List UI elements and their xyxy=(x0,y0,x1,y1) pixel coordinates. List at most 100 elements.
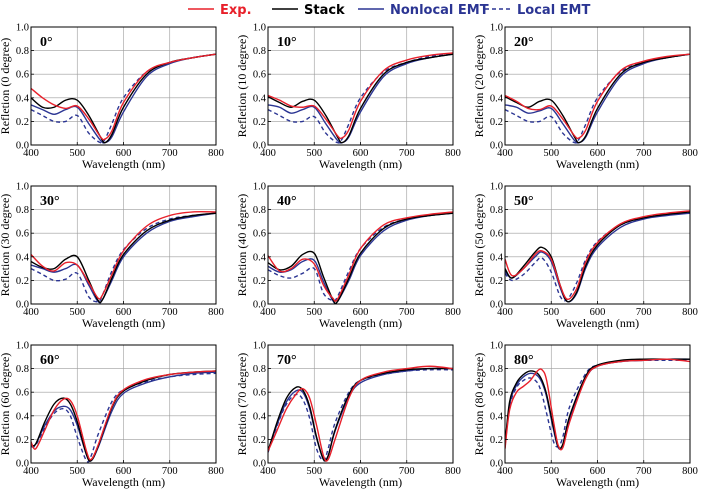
y-tick-label: 0.2 xyxy=(16,276,29,287)
x-tick-label: 600 xyxy=(590,466,606,477)
angle-annotation: 30° xyxy=(40,194,60,209)
y-tick-label: 1.0 xyxy=(16,23,29,34)
y-tick-label: 0.6 xyxy=(253,70,266,81)
x-tick-label: 600 xyxy=(353,307,369,318)
y-tick-label: 0.0 xyxy=(253,300,266,311)
y-tick-label: 0.8 xyxy=(490,46,503,57)
x-tick-label: 800 xyxy=(682,307,698,318)
y-tick-label: 0.4 xyxy=(253,252,267,263)
x-tick-label: 700 xyxy=(162,148,178,159)
x-axis-label: Wavelength (nm) xyxy=(319,157,402,171)
chart-panel: 400 500 600 700 800 0.0 0.2 0.4 0.6 0.8 1.0 Wavelen… xyxy=(235,23,461,172)
y-tick-label: 0.0 xyxy=(16,141,29,152)
x-tick-label: 500 xyxy=(69,307,85,318)
y-tick-label: 0.8 xyxy=(490,364,503,375)
x-tick-label: 600 xyxy=(590,307,606,318)
legend-entry: Local EMT xyxy=(485,3,590,18)
y-tick-label: 0.6 xyxy=(253,229,266,240)
y-tick-label: 1.0 xyxy=(490,23,503,34)
x-tick-label: 500 xyxy=(306,466,322,477)
legend-label: Exp. xyxy=(220,3,252,18)
series-line-exp xyxy=(31,53,216,141)
y-tick-label: 0.0 xyxy=(16,459,29,470)
legend-entry: Nonlocal EMT xyxy=(358,3,489,18)
x-tick-label: 400 xyxy=(260,466,276,477)
series-line-nonlocal-emt xyxy=(268,53,453,144)
y-tick-label: 1.0 xyxy=(16,182,29,193)
x-tick-label: 400 xyxy=(23,148,39,159)
angle-annotation: 10° xyxy=(277,35,297,50)
chart-panel: 400 500 600 700 800 0.0 0.2 0.4 0.6 0.8 1.0 Wavelen… xyxy=(235,341,461,490)
x-axis-label: Wavelength (nm) xyxy=(319,475,402,489)
y-tick-label: 0.4 xyxy=(490,411,504,422)
y-tick-label: 0.0 xyxy=(253,459,266,470)
y-tick-label: 0.2 xyxy=(490,276,503,287)
y-tick-label: 0.4 xyxy=(16,93,30,104)
x-tick-label: 800 xyxy=(445,307,461,318)
y-tick-label: 0.8 xyxy=(253,46,266,57)
y-tick-label: 1.0 xyxy=(16,341,29,352)
x-tick-label: 800 xyxy=(682,466,698,477)
y-tick-label: 0.2 xyxy=(253,117,266,128)
x-tick-label: 800 xyxy=(445,466,461,477)
y-tick-label: 0.4 xyxy=(253,93,267,104)
x-tick-label: 700 xyxy=(399,148,415,159)
series-line-exp xyxy=(505,53,690,140)
y-tick-label: 0.6 xyxy=(16,70,29,81)
angle-annotation: 20° xyxy=(514,35,534,50)
angle-annotation: 70° xyxy=(277,353,297,368)
y-tick-label: 0.6 xyxy=(16,229,29,240)
series-line-exp xyxy=(268,365,453,462)
y-tick-label: 1.0 xyxy=(253,341,266,352)
x-tick-label: 800 xyxy=(208,307,224,318)
chart-panel: 400 500 600 700 800 0.0 0.2 0.4 0.6 0.8 1.0 Wavelen… xyxy=(0,182,224,331)
series-line-stack xyxy=(268,53,453,144)
y-tick-label: 0.0 xyxy=(253,141,266,152)
y-tick-label: 0.4 xyxy=(253,411,267,422)
angle-annotation: 40° xyxy=(277,194,297,209)
x-tick-label: 600 xyxy=(353,466,369,477)
series-line-local-emt xyxy=(31,212,216,303)
y-axis-label: Refletion (70 degree) xyxy=(235,353,249,456)
x-tick-label: 400 xyxy=(260,148,276,159)
series-line-exp xyxy=(31,370,216,461)
x-tick-label: 500 xyxy=(543,148,559,159)
x-tick-label: 400 xyxy=(260,307,276,318)
angle-annotation: 80° xyxy=(514,353,534,368)
y-axis-label: Refletion (50 degree) xyxy=(472,194,486,297)
chart-panel: 400 500 600 700 800 0.0 0.2 0.4 0.6 0.8 1.0 Wavelen… xyxy=(0,341,224,490)
series-line-stack xyxy=(505,53,690,144)
legend-entry: Exp. xyxy=(188,3,252,18)
y-tick-label: 0.6 xyxy=(490,70,503,81)
y-axis-label: Refletion (30 degree) xyxy=(0,194,12,297)
x-tick-label: 500 xyxy=(69,466,85,477)
x-tick-label: 800 xyxy=(208,148,224,159)
x-axis-label: Wavelength (nm) xyxy=(556,475,639,489)
y-tick-label: 0.8 xyxy=(16,364,29,375)
x-tick-label: 500 xyxy=(543,307,559,318)
x-axis-label: Wavelength (nm) xyxy=(556,157,639,171)
legend-entry: Stack xyxy=(272,3,345,18)
y-tick-label: 0.2 xyxy=(490,435,503,446)
y-tick-label: 0.4 xyxy=(490,93,504,104)
y-tick-label: 0.2 xyxy=(253,435,266,446)
legend-label: Nonlocal EMT xyxy=(390,3,489,18)
angle-annotation: 0° xyxy=(40,35,53,50)
y-tick-label: 0.8 xyxy=(253,205,266,216)
y-tick-label: 0.4 xyxy=(16,411,30,422)
x-axis-label: Wavelength (nm) xyxy=(319,316,402,330)
x-tick-label: 700 xyxy=(636,466,652,477)
x-axis-label: Wavelength (nm) xyxy=(82,475,165,489)
chart-panel: 400 500 600 700 800 0.0 0.2 0.4 0.6 0.8 1.0 Wavelen… xyxy=(472,341,698,490)
y-tick-label: 0.6 xyxy=(490,388,503,399)
x-tick-label: 400 xyxy=(23,466,39,477)
panel-grid: 400 500 600 700 800 0.0 0.2 0.4 0.6 0.8 1.0 Wavelen… xyxy=(0,23,698,490)
x-tick-label: 400 xyxy=(497,148,513,159)
y-axis-label: Refletion (60 degree) xyxy=(0,353,12,456)
y-tick-label: 0.2 xyxy=(490,117,503,128)
legend-label: Local EMT xyxy=(517,3,590,18)
y-tick-label: 0.4 xyxy=(490,252,504,263)
series-line-nonlocal-emt xyxy=(505,53,690,144)
y-tick-label: 1.0 xyxy=(490,341,503,352)
chart-panel: 400 500 600 700 800 0.0 0.2 0.4 0.6 0.8 1.0 Wavelen… xyxy=(235,182,461,331)
